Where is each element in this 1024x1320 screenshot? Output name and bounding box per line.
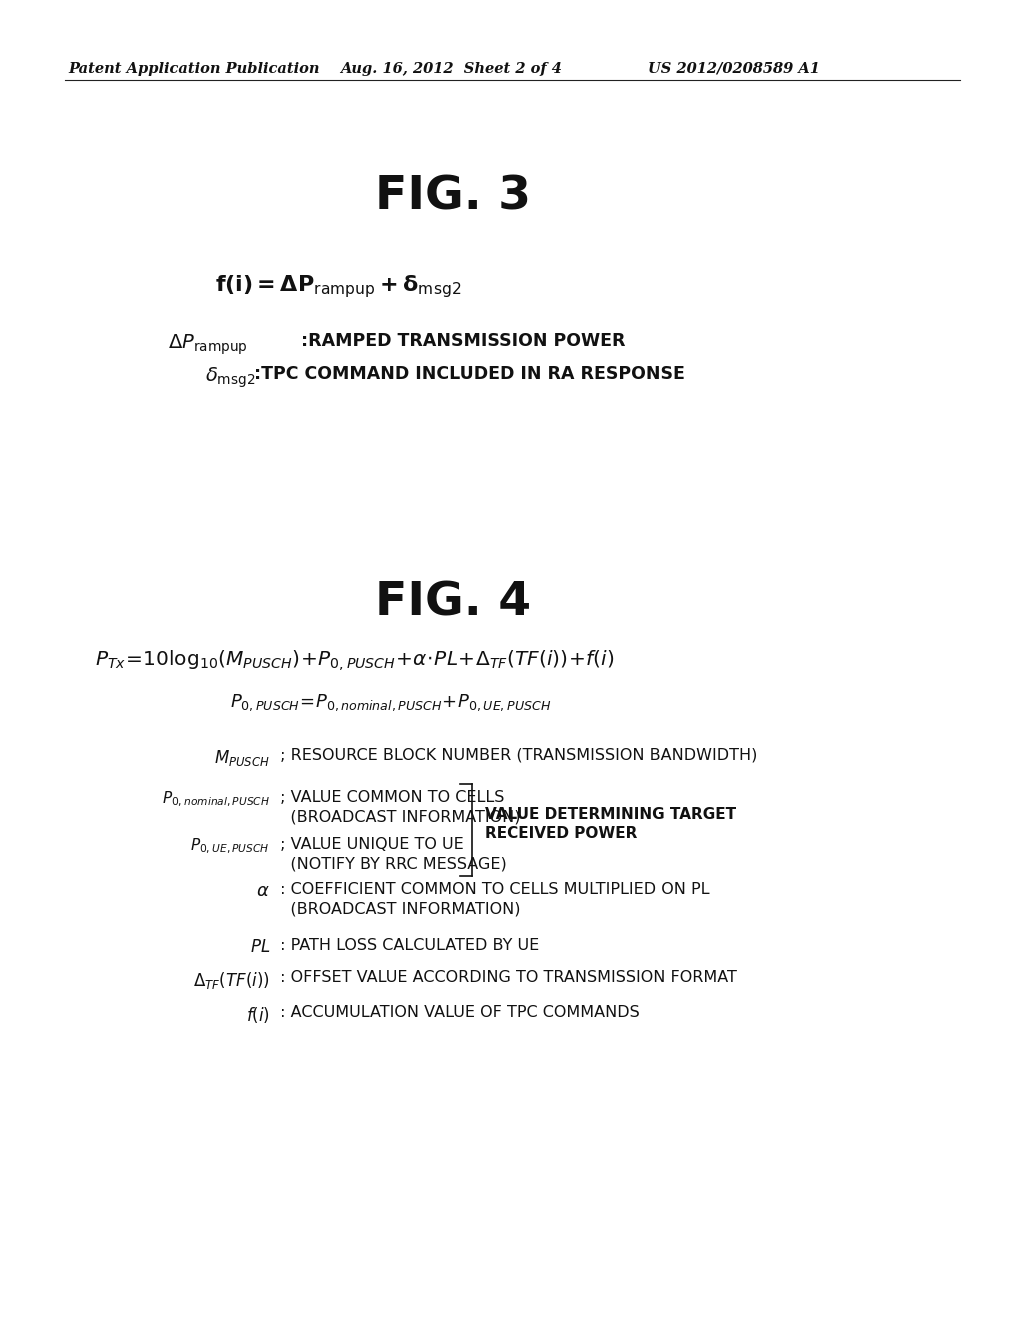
Text: $\alpha$: $\alpha$ [256, 882, 270, 900]
Text: $M_{PUSCH}$: $M_{PUSCH}$ [214, 748, 270, 768]
Text: $P_{Tx}\!=\!10\mathrm{log}_{10}(M_{PUSCH})\!+\!P_{0,PUSCH}\!+\!\alpha\!\cdot\!PL: $P_{Tx}\!=\!10\mathrm{log}_{10}(M_{PUSCH… [95, 648, 614, 673]
Text: ; RESOURCE BLOCK NUMBER (TRANSMISSION BANDWIDTH): ; RESOURCE BLOCK NUMBER (TRANSMISSION BA… [275, 748, 758, 763]
Text: FIG. 4: FIG. 4 [375, 579, 531, 624]
Text: $\mathbf{f(i) = \Delta P_{\mathrm{rampup}} + \delta_{\mathrm{msg2}}}$: $\mathbf{f(i) = \Delta P_{\mathrm{rampup… [215, 273, 461, 300]
Text: US 2012/0208589 A1: US 2012/0208589 A1 [648, 62, 820, 77]
Text: $PL$: $PL$ [250, 939, 270, 956]
Text: Aug. 16, 2012  Sheet 2 of 4: Aug. 16, 2012 Sheet 2 of 4 [340, 62, 562, 77]
Text: $\Delta P_{\mathrm{rampup}}$: $\Delta P_{\mathrm{rampup}}$ [168, 333, 248, 356]
Text: $P_{0,nominal,PUSCH}$: $P_{0,nominal,PUSCH}$ [162, 789, 270, 809]
Text: ; VALUE UNIQUE TO UE
   (NOTIFY BY RRC MESSAGE): ; VALUE UNIQUE TO UE (NOTIFY BY RRC MESS… [275, 837, 507, 871]
Text: $\Delta_{TF}(TF(i))$: $\Delta_{TF}(TF(i))$ [194, 970, 270, 991]
Text: FIG. 3: FIG. 3 [375, 176, 531, 220]
Text: :RAMPED TRANSMISSION POWER: :RAMPED TRANSMISSION POWER [295, 333, 626, 350]
Text: :TPC COMMAND INCLUDED IN RA RESPONSE: :TPC COMMAND INCLUDED IN RA RESPONSE [248, 366, 685, 383]
Text: $P_{0,UE,PUSCH}$: $P_{0,UE,PUSCH}$ [190, 837, 270, 857]
Text: $\delta_{\mathrm{msg2}}$: $\delta_{\mathrm{msg2}}$ [205, 366, 255, 389]
Text: : OFFSET VALUE ACCORDING TO TRANSMISSION FORMAT: : OFFSET VALUE ACCORDING TO TRANSMISSION… [275, 970, 737, 985]
Text: Patent Application Publication: Patent Application Publication [68, 62, 319, 77]
Text: : PATH LOSS CALCULATED BY UE: : PATH LOSS CALCULATED BY UE [275, 939, 540, 953]
Text: VALUE DETERMINING TARGET
RECEIVED POWER: VALUE DETERMINING TARGET RECEIVED POWER [485, 807, 736, 841]
Text: $P_{0,PUSCH}\!=\!P_{0,nominal,PUSCH}\!+\!P_{0,UE,PUSCH}$: $P_{0,PUSCH}\!=\!P_{0,nominal,PUSCH}\!+\… [230, 692, 551, 713]
Text: : COEFFICIENT COMMON TO CELLS MULTIPLIED ON PL
   (BROADCAST INFORMATION): : COEFFICIENT COMMON TO CELLS MULTIPLIED… [275, 882, 710, 917]
Text: : ACCUMULATION VALUE OF TPC COMMANDS: : ACCUMULATION VALUE OF TPC COMMANDS [275, 1005, 640, 1020]
Text: $f(i)$: $f(i)$ [246, 1005, 270, 1026]
Text: ; VALUE COMMON TO CELLS
   (BROADCAST INFORMATION): ; VALUE COMMON TO CELLS (BROADCAST INFOR… [275, 789, 520, 825]
